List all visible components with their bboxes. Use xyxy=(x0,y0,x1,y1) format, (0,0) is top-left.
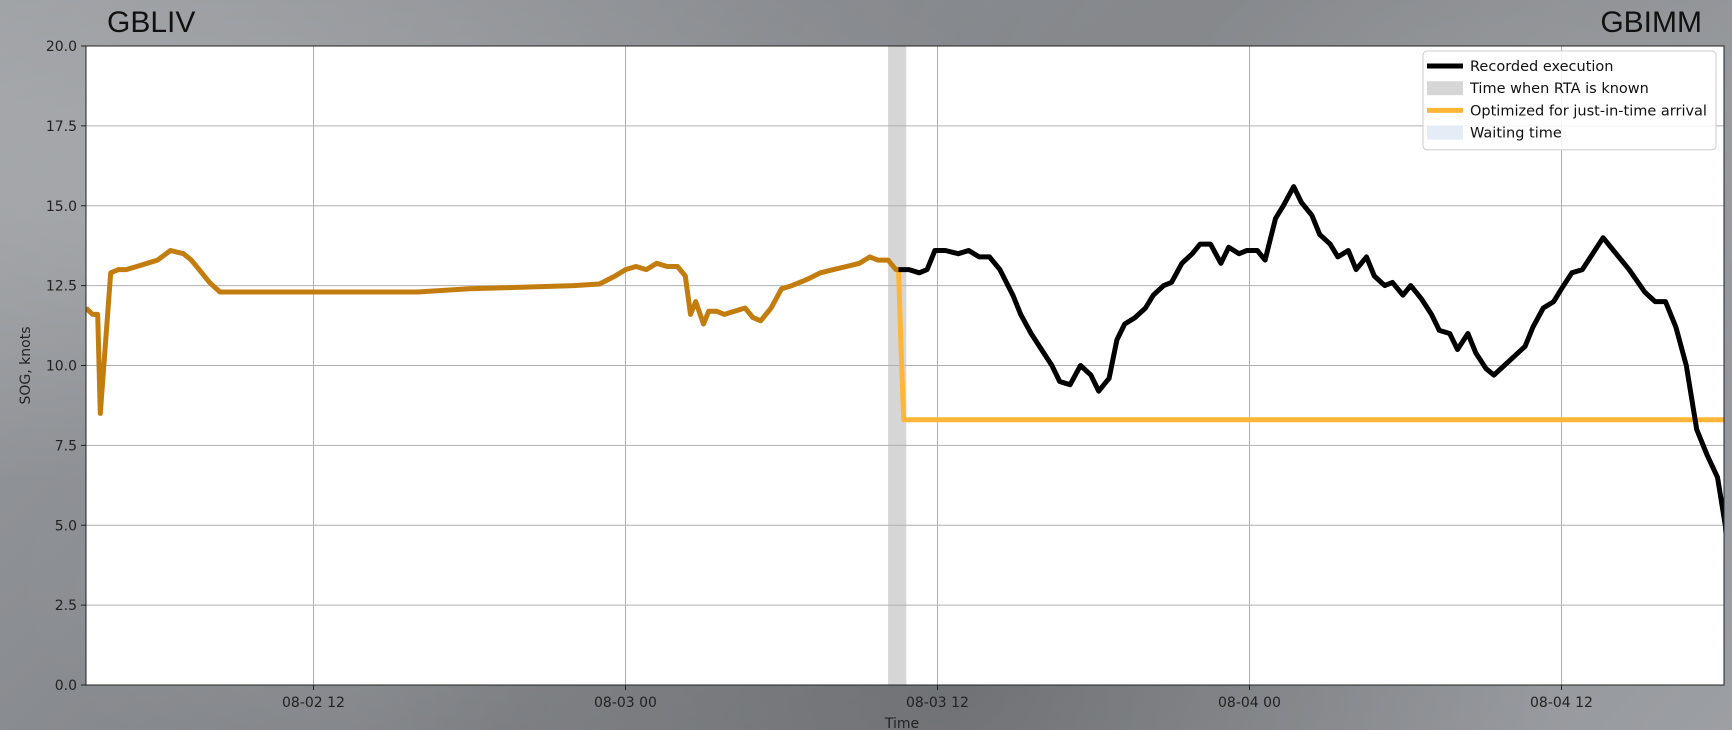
x-tick-label: 08-04 12 xyxy=(1530,695,1593,711)
y-tick-label: 17.5 xyxy=(46,119,77,135)
y-tick-label: 20.0 xyxy=(46,39,77,55)
legend-box xyxy=(1422,50,1717,151)
legend-label: Optimized for just-in-time arrival xyxy=(1470,103,1707,119)
x-tick-label: 08-03 00 xyxy=(594,695,657,711)
y-tick-label: 10.0 xyxy=(46,359,77,375)
optimized-jit-line xyxy=(896,269,1724,423)
y-tick-label: 2.5 xyxy=(55,598,77,614)
legend-label: Waiting time xyxy=(1470,126,1562,142)
y-tick-label: 5.0 xyxy=(55,518,77,534)
x-axis-title: Time xyxy=(884,716,919,730)
arrival-port-label: GBIMM xyxy=(1600,6,1702,39)
legend: Recorded execution Time when RTA is known… xyxy=(1422,50,1717,151)
y-tick-label: 15.0 xyxy=(46,199,77,215)
departure-port-label: GBLIV xyxy=(107,6,196,39)
y-tick-label: 7.5 xyxy=(55,438,77,454)
legend-label: Recorded execution xyxy=(1470,59,1614,75)
legend-swatch xyxy=(1427,125,1463,140)
executed-optimized-line xyxy=(86,248,899,416)
x-tick-label: 08-03 12 xyxy=(906,695,969,711)
y-tick-label: 0.0 xyxy=(55,678,77,694)
y-axis-title: SOG, knots xyxy=(18,327,34,405)
x-tick-label: 08-04 00 xyxy=(1218,695,1281,711)
legend-label: Time when RTA is known xyxy=(1469,81,1649,97)
legend-swatch xyxy=(1427,81,1463,96)
x-tick-label: 08-02 12 xyxy=(282,695,345,711)
recorded-execution-line xyxy=(898,184,1724,541)
y-tick-label: 12.5 xyxy=(46,279,77,295)
